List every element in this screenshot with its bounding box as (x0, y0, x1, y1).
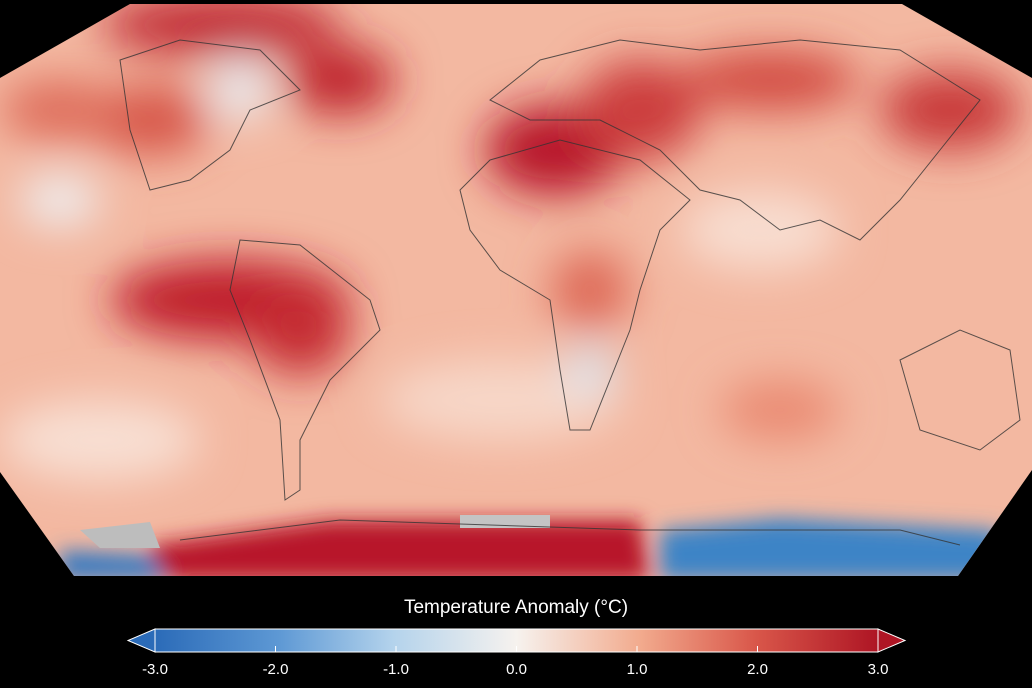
colorbar-low-arrow (126, 628, 156, 653)
coastlines (119, 39, 1021, 546)
colorbar-tick-label: 1.0 (627, 661, 648, 678)
colorbar-tick-label: 3.0 (868, 661, 889, 678)
colorbar (126, 628, 907, 653)
colorbar-tick-label: 2.0 (747, 661, 768, 678)
colorbar-tick-label: -3.0 (142, 661, 168, 678)
colorbar-high-arrow (877, 628, 907, 653)
colorbar-title: Temperature Anomaly (°C) (404, 597, 628, 618)
colorbar-tick-label: -2.0 (263, 661, 289, 678)
colorbar-tick-label: 0.0 (506, 661, 527, 678)
colorbar-tick-label: -1.0 (383, 661, 409, 678)
anomaly-map (0, 4, 1032, 576)
anomaly-field (0, 4, 1020, 480)
